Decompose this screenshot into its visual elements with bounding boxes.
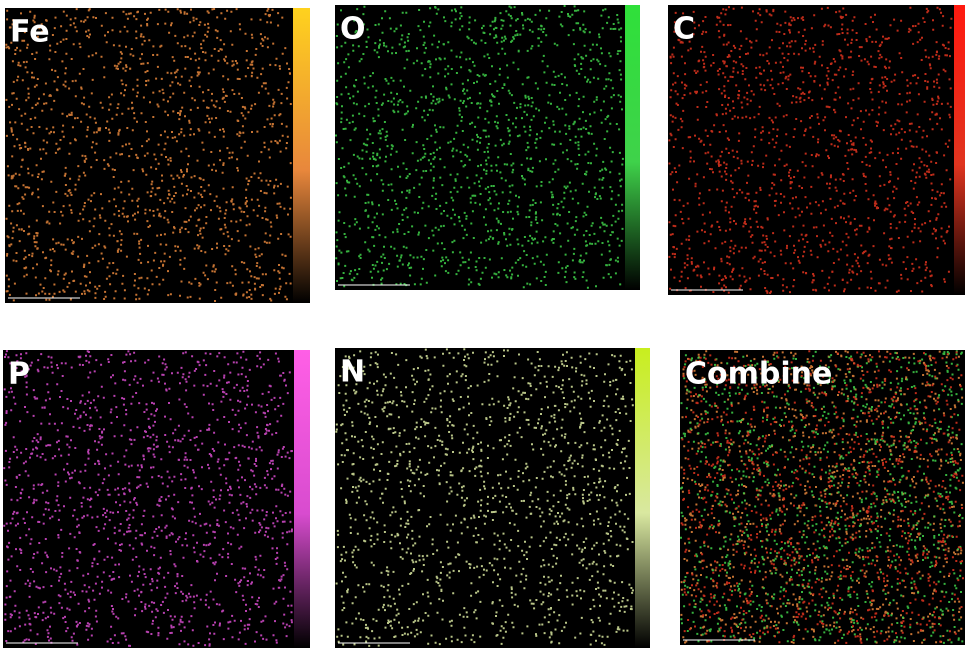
map-background	[5, 8, 310, 303]
map-background	[3, 350, 310, 648]
color-bar	[954, 5, 965, 295]
element-label: C	[673, 12, 695, 47]
color-bar	[635, 348, 650, 648]
map-background	[668, 5, 965, 295]
element-label: O	[340, 12, 366, 47]
color-bar	[625, 5, 640, 290]
color-bar	[293, 8, 310, 303]
element-dots	[5, 8, 292, 302]
element-dots	[680, 350, 964, 644]
element-dots	[680, 350, 964, 644]
element-dots	[680, 350, 964, 644]
element-dots	[668, 6, 953, 294]
element-label: Fe	[10, 15, 50, 50]
element-label: Combine	[685, 357, 832, 392]
color-bar	[294, 350, 310, 648]
element-label: P	[8, 357, 30, 392]
element-dots	[335, 5, 624, 289]
element-label: N	[340, 355, 365, 390]
